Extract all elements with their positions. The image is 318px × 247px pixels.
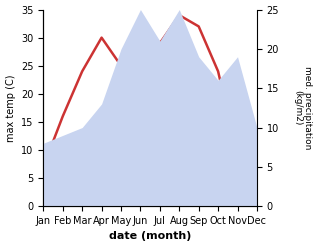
Y-axis label: max temp (C): max temp (C) <box>5 74 16 142</box>
X-axis label: date (month): date (month) <box>109 231 191 242</box>
Y-axis label: med. precipitation
(kg/m2): med. precipitation (kg/m2) <box>293 66 313 149</box>
